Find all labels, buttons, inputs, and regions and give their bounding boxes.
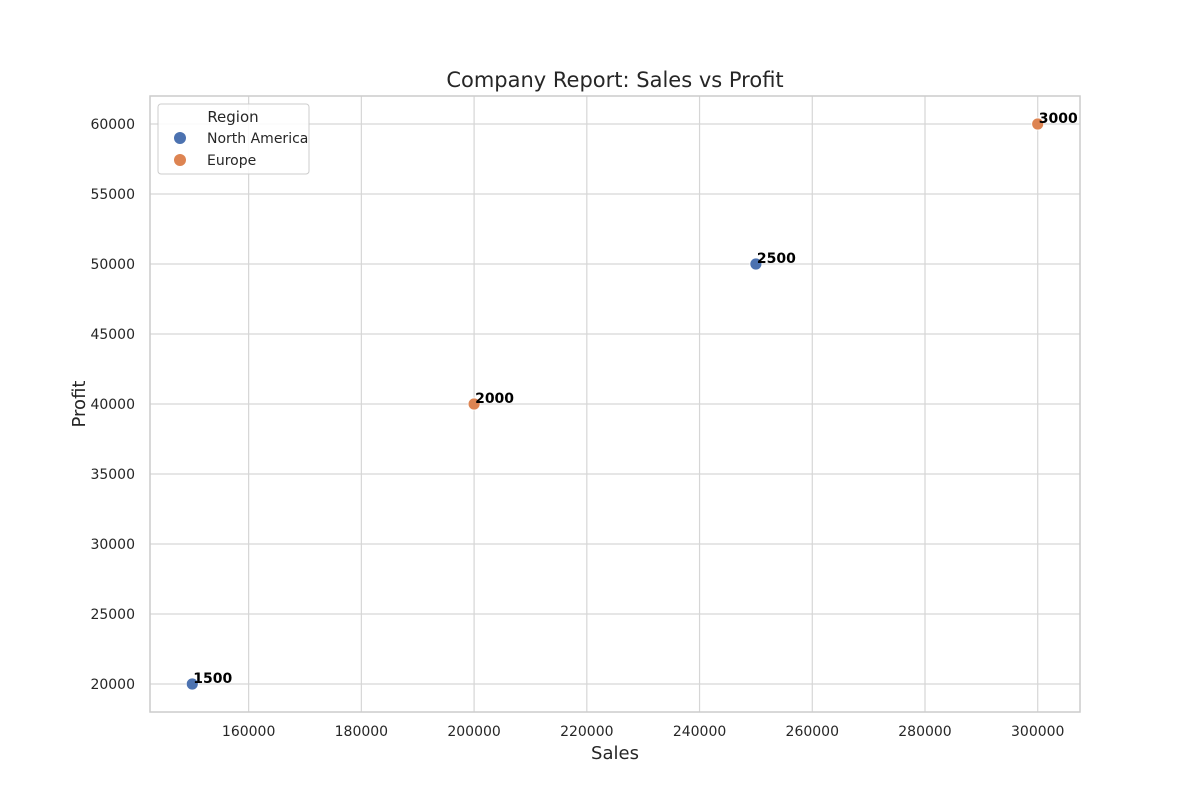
y-tick-label: 40000 bbox=[90, 397, 135, 413]
legend-title: Region bbox=[207, 108, 258, 126]
y-axis-ticks: 20000 25000 30000 35000 40000 45000 50000 55000… bbox=[90, 117, 135, 693]
x-tick-label: 240000 bbox=[673, 724, 726, 740]
legend-marker bbox=[174, 154, 186, 166]
data-point-label: 2000 bbox=[475, 391, 514, 407]
x-tick-label: 260000 bbox=[786, 724, 839, 740]
data-points bbox=[185, 117, 1045, 691]
x-tick-label: 280000 bbox=[898, 724, 951, 740]
legend-items: North America Europe bbox=[174, 131, 308, 169]
y-tick-label: 60000 bbox=[90, 117, 135, 133]
x-tick-label: 200000 bbox=[447, 724, 500, 740]
y-axis-title: Profit bbox=[69, 381, 90, 428]
x-tick-label: 220000 bbox=[560, 724, 613, 740]
data-point-labels: 1500 2500 2000 3000 bbox=[193, 111, 1078, 687]
data-point-label: 1500 bbox=[193, 671, 232, 687]
grid-lines bbox=[150, 96, 1080, 712]
x-axis-title: Sales bbox=[591, 743, 639, 764]
y-tick-label: 45000 bbox=[90, 327, 135, 343]
data-point bbox=[1031, 117, 1045, 131]
y-tick-label: 25000 bbox=[90, 607, 135, 623]
y-tick-label: 50000 bbox=[90, 257, 135, 273]
x-tick-label: 300000 bbox=[1011, 724, 1064, 740]
x-tick-label: 180000 bbox=[335, 724, 388, 740]
legend-label: Europe bbox=[207, 153, 256, 169]
legend-marker bbox=[174, 132, 186, 144]
legend-label: North America bbox=[207, 131, 308, 147]
legend: Region North America Europe bbox=[157, 103, 310, 175]
data-point bbox=[185, 677, 199, 691]
plot-area-frame bbox=[149, 95, 1081, 713]
data-point-label: 2500 bbox=[757, 251, 796, 267]
data-point-label: 3000 bbox=[1039, 111, 1078, 127]
data-point bbox=[749, 257, 763, 271]
y-tick-label: 20000 bbox=[90, 677, 135, 693]
chart-title: Company Report: Sales vs Profit bbox=[446, 68, 783, 92]
legend-box bbox=[157, 103, 310, 175]
x-axis-ticks: 160000 180000 200000 220000 240000 260000 2800… bbox=[222, 724, 1065, 740]
x-tick-label: 160000 bbox=[222, 724, 275, 740]
y-tick-label: 35000 bbox=[90, 467, 135, 483]
y-tick-label: 30000 bbox=[90, 537, 135, 553]
data-point bbox=[467, 397, 481, 411]
y-tick-label: 55000 bbox=[90, 187, 135, 203]
